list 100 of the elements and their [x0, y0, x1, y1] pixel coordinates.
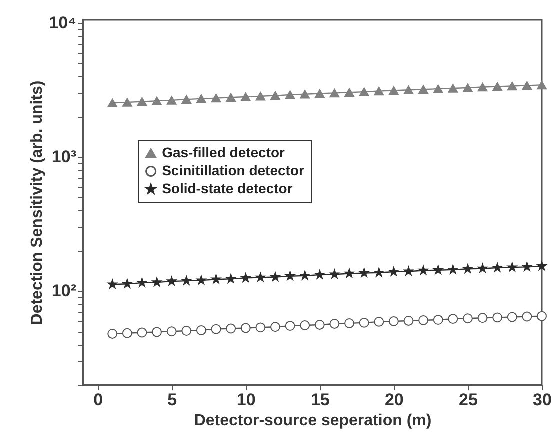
- point: [122, 279, 132, 288]
- point: [433, 315, 444, 325]
- x-tick-label: 20: [384, 390, 404, 410]
- point: [359, 318, 370, 328]
- point: [462, 314, 473, 324]
- point: [122, 98, 132, 107]
- y-tick-label: 10³: [52, 148, 77, 167]
- point: [522, 312, 532, 322]
- x-tick-label: 10: [236, 390, 256, 410]
- point: [108, 329, 118, 339]
- point: [508, 262, 518, 272]
- point: [389, 267, 399, 276]
- point: [182, 276, 192, 286]
- point: [344, 268, 354, 278]
- point: [285, 90, 296, 100]
- point: [359, 88, 370, 96]
- point: [212, 274, 222, 284]
- point: [166, 96, 177, 105]
- point: [314, 320, 325, 330]
- legend-label: Solid-state detector: [162, 180, 294, 196]
- point: [374, 268, 384, 277]
- point: [478, 313, 488, 324]
- point: [256, 92, 266, 101]
- point: [388, 86, 399, 96]
- point: [286, 271, 296, 280]
- point: [448, 264, 458, 274]
- point: [330, 88, 340, 98]
- point: [196, 276, 206, 285]
- x-tick-label: 25: [459, 390, 478, 410]
- point: [241, 273, 251, 282]
- point: [404, 316, 414, 326]
- point: [478, 264, 488, 273]
- point: [433, 84, 444, 94]
- point: [300, 270, 310, 280]
- point: [330, 270, 340, 279]
- point: [522, 262, 532, 272]
- point: [344, 88, 354, 97]
- point: [196, 325, 206, 336]
- point: [211, 324, 222, 334]
- point: [404, 86, 414, 95]
- point: [182, 95, 192, 104]
- point: [478, 82, 488, 92]
- point: [330, 319, 340, 329]
- point: [388, 316, 399, 326]
- point: [418, 316, 429, 326]
- point: [240, 92, 251, 102]
- point: [226, 274, 236, 284]
- point: [300, 90, 310, 99]
- point: [226, 93, 236, 102]
- point: [492, 82, 503, 92]
- point: [137, 97, 148, 106]
- x-tick-label: 5: [168, 390, 178, 410]
- point: [315, 270, 325, 280]
- x-tick-label: 15: [310, 390, 330, 410]
- point: [463, 264, 473, 274]
- point: [108, 98, 118, 108]
- point: [374, 316, 384, 327]
- point: [256, 322, 266, 333]
- point: [152, 278, 162, 287]
- point: [196, 94, 206, 104]
- point: [270, 322, 280, 332]
- point: [256, 272, 266, 282]
- point: [434, 265, 444, 274]
- point: [270, 91, 280, 100]
- legend-label: Gas-filled detector: [162, 144, 286, 160]
- y-tick-label: 10²: [52, 282, 77, 301]
- x-axis-title: Detector-source seperation (m): [194, 412, 432, 430]
- y-axis-title: Detection Sensitivity (arb. units): [29, 80, 46, 326]
- y-tick-label: 10⁴: [49, 13, 76, 32]
- point: [285, 321, 296, 332]
- point: [537, 80, 547, 90]
- point: [344, 318, 354, 328]
- legend-label: Scinitillation detector: [162, 162, 305, 178]
- point: [152, 327, 162, 338]
- x-tick-label: 0: [94, 390, 104, 410]
- point: [226, 324, 236, 334]
- point: [240, 323, 251, 334]
- point: [537, 261, 547, 271]
- point: [404, 266, 414, 276]
- x-tick-label: 30: [533, 390, 551, 410]
- point: [122, 328, 132, 338]
- point: [537, 311, 547, 322]
- point: [137, 278, 147, 288]
- point: [448, 314, 458, 324]
- point: [507, 312, 518, 322]
- point: [374, 86, 384, 96]
- point: [211, 94, 222, 103]
- point: [167, 276, 177, 286]
- point: [270, 272, 280, 282]
- point: [462, 84, 473, 92]
- point: [108, 280, 118, 289]
- point: [418, 85, 429, 94]
- point: [360, 268, 370, 278]
- point: [492, 263, 502, 272]
- point: [137, 328, 148, 338]
- point: [507, 82, 518, 91]
- point: [300, 320, 310, 330]
- point: [314, 89, 325, 98]
- point: [522, 81, 532, 90]
- point: [152, 96, 162, 106]
